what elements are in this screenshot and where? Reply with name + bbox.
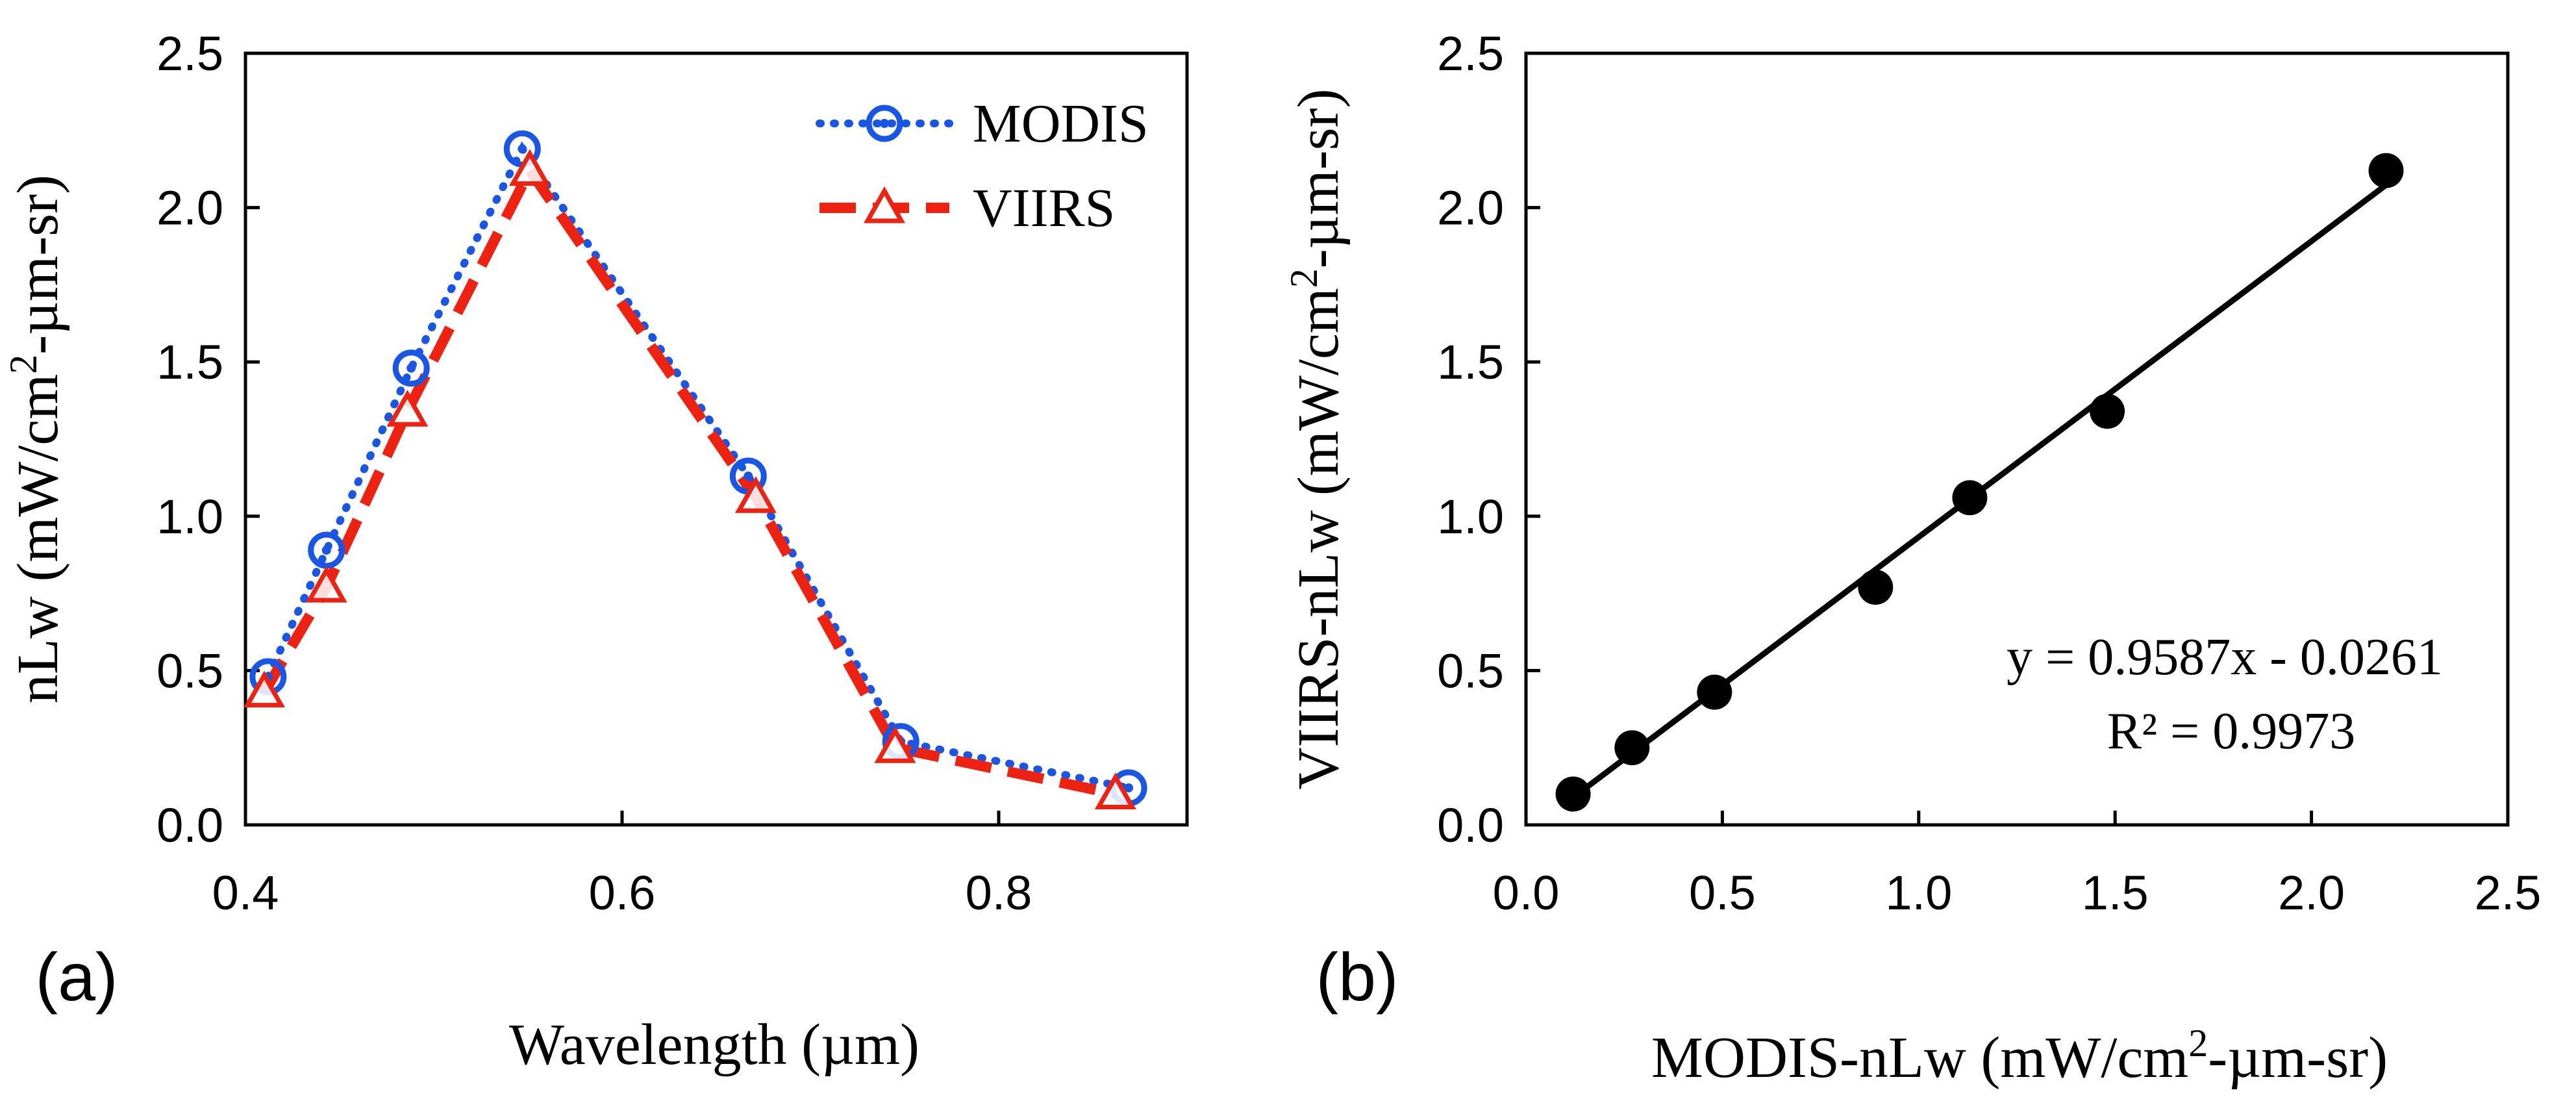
regression-equation: y = 0.9587x - 0.0261 — [2007, 629, 2443, 686]
marker-ring-modis — [392, 349, 430, 387]
panel-a-y-tick-label: 0.0 — [156, 798, 223, 852]
panel-b-x-tick-label: 1.5 — [2082, 866, 2149, 920]
legend-modis-marker-icon — [866, 105, 903, 142]
legend-viirs-marker-icon — [864, 186, 905, 223]
panel-b-y-tick-label: 0.5 — [1437, 644, 1504, 698]
scatter-point — [1697, 674, 1732, 710]
scatter-point — [2090, 394, 2125, 429]
scatter-point — [1858, 570, 1894, 605]
panel-b-y-tick-label: 0.0 — [1437, 798, 1504, 852]
panel-b-y-tick-label: 1.5 — [1437, 335, 1504, 389]
panel-a-series-lines — [260, 141, 1133, 800]
panel-b-y-axis-title: VIIRS-nLw (mW/cm2-µm-sr) — [1282, 88, 1351, 789]
panel-a-y-tick-label: 1.0 — [156, 490, 223, 544]
panel-b-x-axis-title: MODIS-nLw (mW/cm2-µm-sr) — [1651, 1022, 2388, 1090]
marker-dot-modis — [518, 144, 527, 154]
data-point-viirs — [734, 476, 777, 513]
panel-a-x-tick-label: 0.6 — [589, 866, 656, 920]
scatter-point — [2368, 153, 2404, 188]
panel-b-y-tick-label: 2.5 — [1437, 27, 1504, 81]
legend-viirs-label: VIIRS — [973, 178, 1115, 238]
data-point-modis — [308, 531, 345, 569]
panel-b-plot-area — [1524, 51, 2510, 827]
legend-modis-marker-dot-icon — [880, 119, 889, 128]
panel-a-x-axis-title: Wavelength (µm) — [509, 1013, 919, 1077]
panel-a-y-axis-title: nLw (mW/cm2-µm-sr) — [2, 175, 70, 703]
scatter-point — [1555, 776, 1591, 812]
panel-b-x-tick-label: 2.0 — [2278, 866, 2345, 920]
data-point-viirs — [874, 726, 916, 763]
series-line-viirs — [260, 160, 1117, 800]
panel-a-y-tick-label: 2.5 — [156, 27, 223, 81]
panel-a-y-tick-label: 2.0 — [156, 181, 223, 235]
panel-b-scatter-chart: 0.0 0.5 1.0 1.5 2.0 2.5 0.0 0.5 1.0 1.5 2.0 2.5 y … — [1282, 27, 2541, 1090]
data-point-viirs — [305, 565, 347, 603]
panel-a-y-tick-label: 0.5 — [156, 644, 223, 698]
scatter-point — [1952, 480, 1988, 516]
panel-a-series-markers — [244, 130, 1147, 809]
panel-b-x-tick-label: 0.0 — [1493, 866, 1560, 920]
marker-dot-modis — [321, 546, 331, 555]
panel-b-y-ticks: 0.0 0.5 1.0 1.5 2.0 2.5 — [1437, 27, 1540, 852]
panel-a-x-ticks: 0.4 0.6 0.8 — [212, 811, 1032, 920]
series-line-modis — [264, 141, 1133, 792]
panel-b-x-tick-label: 0.5 — [1689, 866, 1756, 920]
marker-dot-modis — [1124, 783, 1134, 792]
panel-a-line-chart: 0.0 0.5 1.0 1.5 2.0 2.5 0.4 0.6 0.8 MODIS VIIRS… — [2, 27, 1189, 1077]
panel-b-points — [1555, 153, 2404, 812]
panel-b-x-tick-label: 2.5 — [2475, 866, 2542, 920]
data-point-viirs — [244, 670, 285, 708]
legend-entry-modis: MODIS — [816, 94, 1149, 154]
panel-a-x-tick-label: 0.8 — [966, 866, 1032, 920]
panel-b-y-tick-label: 1.0 — [1437, 490, 1504, 544]
panel-a-y-ticks: 0.0 0.5 1.0 1.5 2.0 2.5 — [156, 27, 260, 852]
data-point-viirs — [1094, 772, 1136, 809]
panel-a-plot-area — [244, 51, 1189, 827]
marker-dot-modis — [744, 472, 753, 481]
panel-b-x-ticks: 0.0 0.5 1.0 1.5 2.0 2.5 — [1493, 811, 2542, 920]
panel-a-legend: MODIS VIIRS — [816, 94, 1149, 238]
data-point-viirs — [508, 149, 551, 186]
r-squared-label: R² = 0.9973 — [2107, 703, 2355, 760]
panel-a-label: (a) — [35, 940, 118, 1015]
panel-b-label: (b) — [1316, 940, 1398, 1015]
panel-a-x-tick-label: 0.4 — [212, 866, 279, 920]
data-point-viirs — [386, 390, 429, 427]
panel-a-y-tick-label: 1.5 — [156, 335, 223, 389]
legend-modis-label: MODIS — [973, 94, 1149, 154]
scatter-point — [1614, 730, 1650, 766]
data-point-modis — [392, 349, 430, 387]
panel-b-y-tick-label: 2.0 — [1437, 181, 1504, 235]
legend-entry-viirs: VIIRS — [819, 178, 1115, 238]
marker-dot-modis — [406, 363, 416, 373]
panel-b-x-tick-label: 1.0 — [1885, 866, 1952, 920]
